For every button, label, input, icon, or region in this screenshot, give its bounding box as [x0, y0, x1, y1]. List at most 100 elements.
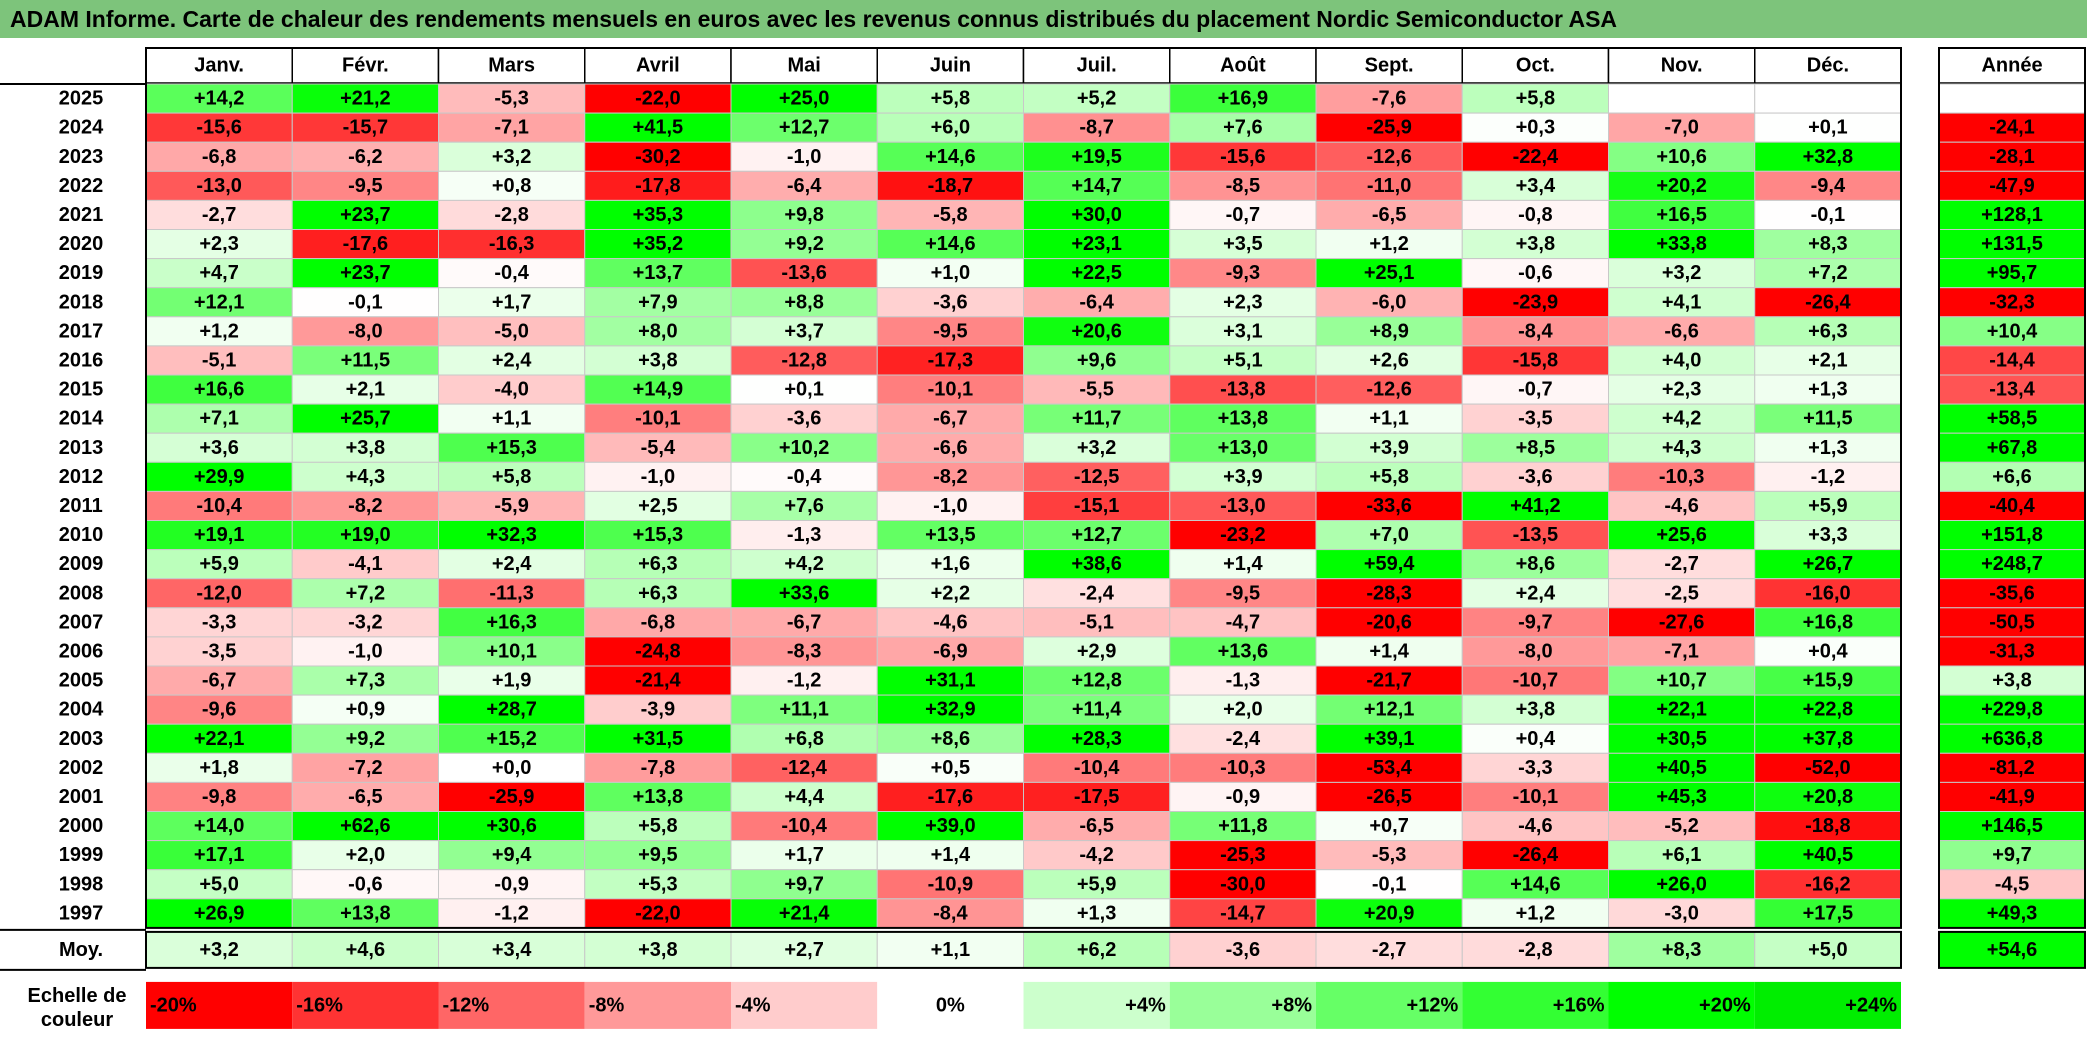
color-scale-swatch: [146, 981, 293, 1029]
month-header-cell: [1169, 47, 1317, 84]
heatmap-cell-value: -12,5: [1074, 466, 1120, 488]
heatmap-cell-value: -1,0: [787, 146, 821, 168]
heatmap-cell-value: +2,2: [931, 582, 970, 604]
heatmap-cell: [1608, 723, 1756, 754]
heatmap-cell-value: +3,1: [1223, 320, 1262, 342]
heatmap-cell: [1169, 461, 1317, 492]
heatmap-cell-value: +11,1: [779, 699, 829, 721]
heatmap-cell-value: +33,8: [1656, 233, 1707, 255]
row-year-label: 2022: [59, 175, 104, 197]
heatmap-cell-value: +20,8: [1803, 786, 1854, 808]
heatmap-cell-value: -12,6: [1366, 379, 1412, 401]
annual-cell: [1938, 578, 2086, 609]
heatmap-cell: [145, 781, 293, 813]
heatmap-cell: [1169, 520, 1317, 551]
row-year-label: 2006: [59, 640, 104, 662]
heatmap-cell-value: +3,9: [1223, 466, 1262, 488]
heatmap-cell-value: +13,0: [1218, 437, 1269, 459]
annual-cell: [1938, 83, 2086, 114]
heatmap-cell: [1169, 258, 1317, 289]
heatmap-cell-value: +3,3: [1808, 524, 1847, 546]
heatmap-cell-value: -14,7: [1220, 902, 1266, 924]
average-cell-value: +8,3: [1662, 939, 1701, 961]
heatmap-cell-value: -9,5: [933, 320, 967, 342]
annual-cell: [1938, 811, 2086, 842]
heatmap-cell: [876, 461, 1024, 492]
heatmap-cell: [438, 781, 586, 813]
heatmap-cell: [730, 374, 878, 405]
heatmap-cell-value: +5,2: [1077, 88, 1116, 110]
heatmap-cell: [730, 898, 878, 929]
heatmap-cell-value: -3,6: [933, 291, 967, 313]
heatmap-cell-value: +5,3: [638, 873, 677, 895]
heatmap-cell: [145, 199, 293, 230]
heatmap-cell: [876, 345, 1024, 376]
color-scale-label: -12%: [443, 994, 490, 1016]
heatmap-cell-value: -10,4: [781, 815, 827, 837]
heatmap-cell-value: +9,6: [1077, 349, 1116, 371]
heatmap-cell: [1169, 83, 1317, 114]
heatmap-cell: [1754, 112, 1902, 143]
month-header-cell: [1607, 47, 1756, 84]
heatmap-cell-value: -5,0: [494, 320, 528, 342]
heatmap-cell-value: -17,8: [635, 175, 681, 197]
heatmap-cell-value: +2,3: [1223, 291, 1262, 313]
heatmap-cell-value: -18,8: [1805, 815, 1851, 837]
annual-cell-value: +146,5: [1981, 815, 2043, 837]
annual-cell: [1938, 374, 2086, 405]
heatmap-cell: [291, 461, 439, 492]
month-header-label: Avril: [636, 55, 680, 77]
heatmap-cell-value: +8,9: [1369, 320, 1408, 342]
heatmap-cell-value: -10,4: [196, 495, 242, 517]
heatmap-cell-value: +8,3: [1808, 233, 1847, 255]
heatmap-cell-value: -4,0: [494, 379, 528, 401]
heatmap-cell: [730, 781, 878, 813]
heatmap-cell-value: +6,3: [638, 582, 677, 604]
average-cell-value: -3,6: [1226, 939, 1260, 961]
heatmap-cell-value: +4,2: [1662, 408, 1701, 430]
heatmap-cell: [145, 869, 293, 900]
heatmap-cell-value: +13,8: [340, 902, 391, 924]
row-year-label: 2003: [59, 728, 104, 750]
heatmap-cell-value: -21,4: [635, 670, 681, 692]
heatmap-cell-value: -24,8: [635, 640, 681, 662]
average-cell: [1608, 931, 1756, 969]
heatmap-cell: [1023, 811, 1171, 842]
heatmap-cell-value: -8,5: [1226, 175, 1260, 197]
heatmap-cell-value: +32,9: [925, 699, 976, 721]
heatmap-cell-value: +3,2: [1077, 437, 1116, 459]
heatmap-cell-value: +13,5: [925, 524, 976, 546]
heatmap-cell-value: +59,4: [1364, 553, 1415, 575]
heatmap-cell-value: -1,2: [494, 902, 528, 924]
heatmap-cell: [1461, 83, 1609, 114]
heatmap-cell: [291, 490, 439, 521]
heatmap-cell: [1169, 694, 1317, 725]
heatmap-cell-value: +16,9: [1218, 88, 1269, 110]
heatmap-cell-value: +20,2: [1656, 175, 1707, 197]
heatmap-cell-value: +30,0: [1071, 204, 1122, 226]
heatmap-cell-value: +25,7: [340, 408, 391, 430]
heatmap-cell-value: -8,7: [1079, 117, 1113, 139]
color-scale-swatch: [1608, 981, 1755, 1029]
heatmap-cell-value: +6,0: [931, 117, 970, 139]
heatmap-cell: [1169, 403, 1317, 434]
heatmap-cell-value: -0,7: [1226, 204, 1260, 226]
heatmap-cell-value: +15,3: [486, 437, 537, 459]
annual-cell-value: +58,5: [1987, 408, 2038, 430]
heatmap-cell-value: +9,5: [638, 844, 677, 866]
heatmap-cell-value: +35,3: [633, 204, 684, 226]
heatmap-cell: [1608, 840, 1756, 871]
heatmap-cell: [1315, 578, 1463, 609]
row-year-label: 2007: [59, 611, 104, 633]
heatmap-cell: [730, 316, 878, 347]
heatmap-cell-value: +13,8: [633, 786, 684, 808]
heatmap-cell-value: +3,2: [492, 146, 531, 168]
annual-cell-value: -28,1: [1989, 146, 2035, 168]
color-scale-title: couleur: [41, 1009, 113, 1031]
heatmap-cell-value: +22,8: [1803, 699, 1854, 721]
heatmap-cell: [1315, 432, 1463, 463]
heatmap-cell-value: +0,4: [1516, 728, 1556, 750]
annual-cell-value: +248,7: [1981, 553, 2043, 575]
heatmap-cell-value: +62,6: [340, 815, 391, 837]
